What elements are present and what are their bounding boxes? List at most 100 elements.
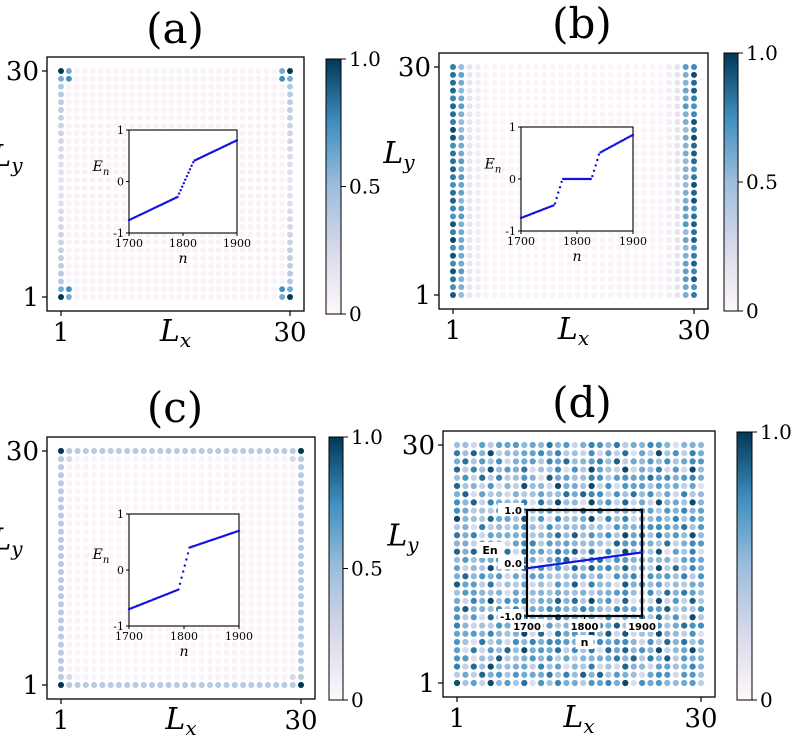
site-dot <box>647 597 654 605</box>
site-dot <box>208 294 214 300</box>
site-dot <box>97 208 104 215</box>
site-dot <box>105 239 112 246</box>
inset-x-tick-label: 1800 <box>563 235 591 248</box>
site-dot <box>271 145 278 152</box>
site-dot <box>580 458 587 465</box>
site-dot <box>605 605 612 613</box>
site-dot <box>73 231 80 238</box>
site-dot <box>279 161 286 168</box>
site-dot <box>641 197 648 204</box>
site-dot <box>65 161 72 168</box>
site-dot <box>632 95 639 102</box>
site-dot <box>107 593 114 600</box>
site-dot <box>129 294 136 300</box>
site-dot <box>566 252 573 259</box>
site-dot <box>495 663 503 670</box>
site-dot <box>487 499 494 506</box>
site-dot <box>605 638 612 646</box>
site-dot <box>546 466 553 473</box>
site-dot <box>208 114 214 121</box>
site-dot <box>247 130 254 137</box>
site-dot <box>674 126 681 133</box>
site-dot <box>255 223 262 230</box>
site-dot <box>121 200 128 207</box>
site-dot <box>453 556 461 564</box>
site-dot <box>91 512 98 519</box>
site-dot <box>450 95 456 102</box>
site-dot <box>641 166 648 173</box>
site-dot <box>474 150 481 157</box>
inset-point <box>596 158 599 162</box>
site-dot <box>173 480 180 487</box>
site-dot <box>157 496 164 503</box>
site-dot <box>583 64 589 70</box>
site-dot <box>140 456 147 463</box>
site-dot <box>165 488 172 495</box>
site-dot <box>554 679 562 687</box>
site-dot <box>73 130 80 137</box>
site-dot <box>281 609 288 616</box>
site-dot <box>97 169 104 176</box>
site-dot <box>248 536 255 543</box>
site-dot <box>89 130 96 137</box>
site-dot <box>81 255 88 261</box>
site-dot <box>630 671 637 678</box>
site-dot <box>82 577 89 584</box>
site-dot <box>666 119 673 125</box>
site-dot <box>57 601 65 608</box>
site-dot <box>165 464 172 471</box>
site-dot <box>599 260 606 267</box>
inset-y-tick-label: 0 <box>117 564 124 577</box>
site-dot <box>591 244 598 251</box>
site-dot <box>264 673 271 680</box>
site-dot <box>508 260 515 267</box>
site-dot <box>599 79 606 86</box>
site-dot <box>81 130 88 137</box>
site-dot <box>97 91 104 98</box>
site-dot <box>208 83 214 90</box>
site-dot <box>121 286 128 293</box>
site-dot <box>173 456 180 463</box>
site-dot <box>198 649 205 656</box>
site-dot <box>613 515 621 523</box>
site-dot <box>508 197 515 204</box>
site-dot <box>483 126 490 133</box>
site-dot <box>474 111 481 118</box>
site-dot <box>74 520 81 527</box>
site-dot <box>495 474 503 481</box>
site-dot <box>588 515 595 523</box>
site-dot <box>200 107 207 113</box>
site-dot <box>605 589 612 596</box>
site-dot <box>450 87 456 94</box>
site-dot <box>215 464 222 471</box>
site-dot <box>115 641 122 648</box>
site-dot <box>256 552 263 559</box>
site-dot <box>176 247 183 254</box>
site-dot <box>622 482 629 490</box>
site-dot <box>66 633 73 640</box>
site-dot <box>289 681 296 689</box>
site-dot <box>474 87 481 94</box>
site-dot <box>554 474 562 481</box>
site-dot <box>691 260 697 267</box>
site-dot <box>529 573 536 580</box>
site-dot <box>264 447 271 455</box>
site-dot <box>148 456 156 463</box>
site-dot <box>605 499 612 506</box>
site-dot <box>462 622 469 629</box>
site-dot <box>537 523 545 531</box>
site-dot <box>499 260 506 267</box>
site-dot <box>541 103 548 110</box>
site-dot <box>499 174 506 181</box>
site-dot <box>248 617 255 624</box>
site-dot <box>74 665 81 672</box>
site-dot <box>491 181 498 188</box>
site-dot <box>248 593 255 600</box>
site-dot <box>173 681 180 689</box>
site-dot <box>66 544 73 551</box>
site-dot <box>546 564 553 572</box>
site-dot <box>657 221 664 228</box>
site-dot <box>664 515 671 523</box>
site-dot <box>521 491 528 498</box>
site-dot <box>563 638 570 646</box>
